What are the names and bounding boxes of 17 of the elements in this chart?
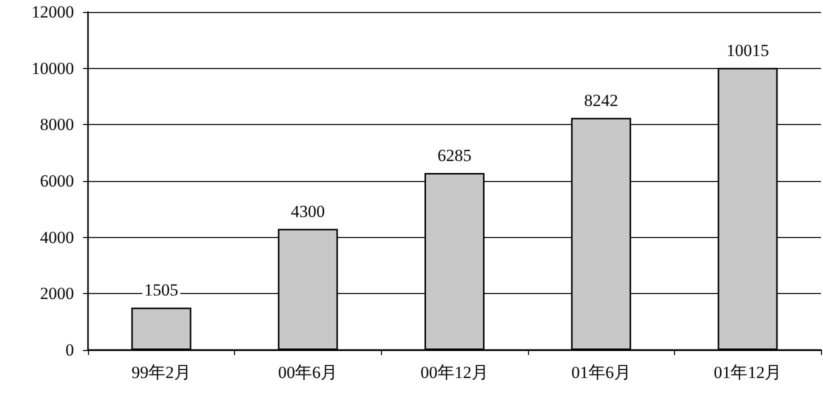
x-tick-label: 01年12月 (714, 363, 782, 382)
data-label: 6285 (438, 146, 472, 165)
data-label: 4300 (290, 202, 325, 221)
y-tick-label: 4000 (40, 228, 74, 247)
x-tick-label: 00年6月 (278, 363, 338, 382)
y-tick-label: 2000 (40, 284, 74, 304)
data-label: 1505 (144, 280, 178, 300)
y-tick-label: 0 (66, 340, 74, 360)
x-tick-label: 00年12月 (420, 363, 488, 382)
y-tick-label: 6000 (40, 172, 74, 190)
y-tick-label: 10000 (32, 58, 74, 78)
y-tick-label: 12000 (32, 2, 74, 22)
x-tick-label: 99年2月 (132, 363, 192, 382)
data-label: 8242 (584, 90, 618, 110)
x-tick-label: 01年6月 (571, 363, 631, 382)
data-label: 10015 (726, 40, 769, 60)
y-tick-label: 8000 (40, 115, 74, 134)
